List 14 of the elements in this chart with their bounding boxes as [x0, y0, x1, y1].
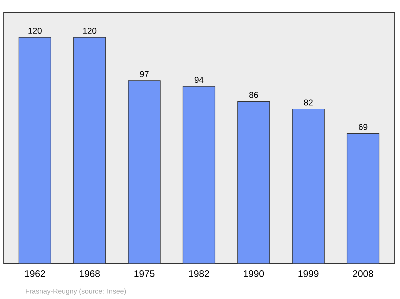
x-tick-label: 1968 [80, 270, 100, 278]
data-label: 120 [83, 28, 97, 34]
data-label: 86 [250, 92, 258, 98]
x-tick-label: 1999 [298, 270, 319, 278]
data-label: 97 [140, 71, 149, 78]
x-tick-label: 1990 [244, 270, 264, 278]
data-label: 82 [304, 100, 313, 106]
x-tick-label: 1962 [25, 270, 46, 278]
data-label: 94 [194, 77, 204, 84]
data-label: 69 [358, 124, 368, 130]
x-tick-label: 2008 [353, 270, 374, 278]
data-label: 120 [28, 28, 42, 34]
x-tick-label: 1982 [189, 270, 210, 278]
x-tick-label: 1975 [134, 270, 155, 278]
